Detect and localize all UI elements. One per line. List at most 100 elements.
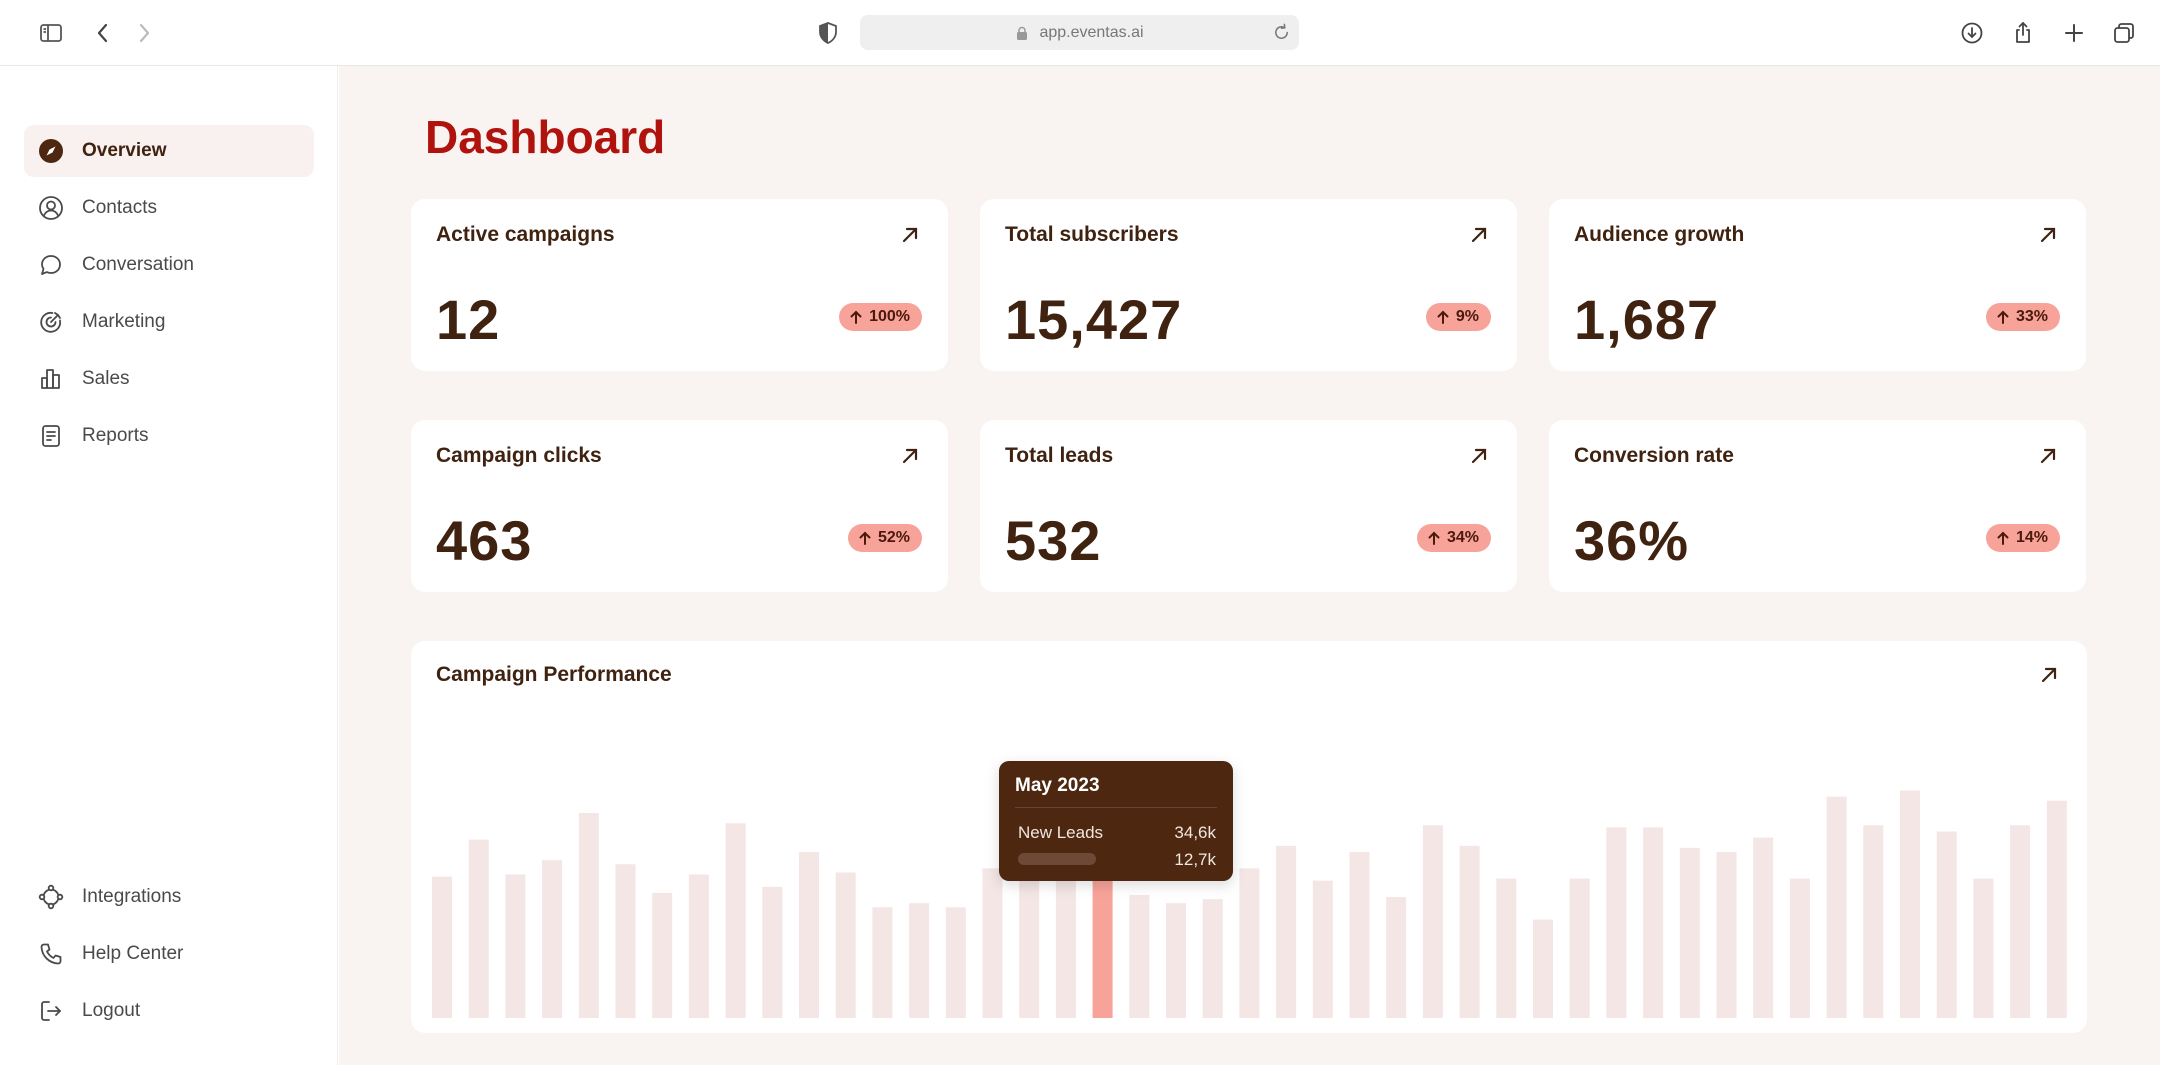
sidebar-item-overview[interactable]: Overview xyxy=(24,125,314,177)
change-value: 34% xyxy=(1446,529,1479,546)
campaign-performance-card: Campaign Performance JanFebMarAprMayJunJ… xyxy=(411,641,2087,1033)
stat-title: Active campaigns xyxy=(436,223,615,246)
chart-bar[interactable] xyxy=(1643,827,1664,1018)
stat-title: Total leads xyxy=(1005,444,1114,467)
sidebar-item-integrations[interactable]: Integrations xyxy=(24,871,314,923)
chart-bar[interactable] xyxy=(982,868,1003,1018)
stat-value: 15,427 xyxy=(1005,288,1183,351)
chart-bar[interactable] xyxy=(1533,919,1553,1018)
download-icon[interactable] xyxy=(1955,16,1989,50)
chart-bar[interactable] xyxy=(615,864,636,1018)
arrow-up-right-icon[interactable] xyxy=(2038,446,2058,466)
chart-bar[interactable] xyxy=(1679,847,1700,1018)
arrow-up-icon xyxy=(850,310,862,324)
chart-bar[interactable] xyxy=(762,886,783,1018)
chart-bar[interactable] xyxy=(2046,800,2067,1018)
back-icon[interactable] xyxy=(86,16,120,50)
chart-bar[interactable] xyxy=(505,874,526,1019)
chart-bar[interactable] xyxy=(1386,897,1407,1018)
change-badge: 52% xyxy=(847,524,922,552)
stat-card-total-subscribers[interactable]: Total subscribers 15,427 9% xyxy=(980,199,1517,371)
new-tab-icon[interactable] xyxy=(2057,16,2091,50)
chart-bar[interactable] xyxy=(1753,837,1774,1018)
change-badge: 14% xyxy=(1985,524,2060,552)
chart-tooltip: May 2023 New Leads 34,6k 12,7k xyxy=(999,761,1233,881)
chart-bar[interactable] xyxy=(945,907,966,1018)
chart-bar[interactable] xyxy=(1863,825,1884,1018)
chart-bar[interactable] xyxy=(1826,796,1847,1018)
chat-bubble-icon xyxy=(38,252,64,278)
chart-bar[interactable] xyxy=(1936,831,1957,1018)
arrow-up-right-icon[interactable] xyxy=(2039,665,2059,685)
chart-bar[interactable] xyxy=(1129,895,1150,1018)
tooltip-value-primary: 34,6k xyxy=(1174,823,1216,842)
sidebar-toggle-icon[interactable] xyxy=(34,16,68,50)
chart-bar[interactable] xyxy=(725,823,746,1018)
arrow-up-right-icon[interactable] xyxy=(1469,446,1489,466)
reload-icon[interactable] xyxy=(1272,23,1291,42)
chart-bar[interactable] xyxy=(432,876,452,1018)
lock-icon xyxy=(1017,26,1028,40)
chart-bar[interactable] xyxy=(1019,878,1040,1018)
chart-bar[interactable] xyxy=(1569,878,1590,1018)
sidebar-item-sales[interactable]: Sales xyxy=(24,353,314,405)
arrow-up-right-icon[interactable] xyxy=(900,225,920,245)
chart-bar[interactable] xyxy=(1312,880,1333,1018)
chart-bar[interactable] xyxy=(799,851,819,1018)
chart-bar[interactable] xyxy=(1276,845,1297,1018)
chart-bar[interactable] xyxy=(1789,878,1810,1018)
forward-icon[interactable] xyxy=(127,16,161,50)
change-value: 100% xyxy=(869,308,910,325)
chart-bar[interactable] xyxy=(468,839,489,1018)
address-bar[interactable]: app.eventas.ai xyxy=(860,15,1299,50)
chart-bar[interactable] xyxy=(1349,851,1370,1018)
sidebar-item-label: Reports xyxy=(82,425,149,446)
stat-card-audience-growth[interactable]: Audience growth 1,687 33% xyxy=(1549,199,2086,371)
chart-bar[interactable] xyxy=(1239,868,1260,1018)
tooltip-divider xyxy=(1015,807,1217,808)
chart-bar[interactable] xyxy=(1166,903,1186,1018)
chart-bar[interactable] xyxy=(542,860,563,1018)
arrow-up-right-icon[interactable] xyxy=(900,446,920,466)
chart-bar[interactable] xyxy=(835,872,856,1018)
sidebar-item-reports[interactable]: Reports xyxy=(24,410,314,462)
sidebar-item-conversation[interactable]: Conversation xyxy=(24,239,314,291)
stat-card-campaign-clicks[interactable]: Campaign clicks 463 52% xyxy=(411,420,948,592)
stat-card-total-leads[interactable]: Total leads 532 34% xyxy=(980,420,1517,592)
sidebar-item-contacts[interactable]: Contacts xyxy=(24,182,314,234)
chart-bar[interactable] xyxy=(1055,856,1076,1018)
tabs-overview-icon[interactable] xyxy=(2107,16,2141,50)
chart-bar[interactable] xyxy=(872,907,893,1018)
campaign-performance-chart[interactable]: JanFebMarAprMayJunJulAugSepOctNovDec xyxy=(411,641,2087,1033)
stat-value: 36% xyxy=(1574,509,1690,572)
chart-bar[interactable] xyxy=(1716,851,1737,1018)
arrow-up-right-icon[interactable] xyxy=(1469,225,1489,245)
arrow-up-icon xyxy=(1997,531,2009,545)
page-title: Dashboard xyxy=(425,111,666,163)
chart-bar[interactable] xyxy=(1606,827,1627,1018)
sidebar-item-help-center[interactable]: Help Center xyxy=(24,928,314,980)
compass-icon xyxy=(38,138,64,164)
chart-bar[interactable] xyxy=(1459,845,1480,1018)
sidebar-item-label: Integrations xyxy=(82,886,182,907)
chart-bar[interactable] xyxy=(1202,899,1223,1018)
stat-card-active-campaigns[interactable]: Active campaigns 12 100% xyxy=(411,199,948,371)
stat-card-conversion-rate[interactable]: Conversion rate 36% 14% xyxy=(1549,420,2086,592)
chart-bar[interactable] xyxy=(578,813,599,1018)
shield-icon[interactable] xyxy=(811,16,845,50)
chart-bar[interactable] xyxy=(1496,878,1517,1018)
arrow-up-icon xyxy=(859,531,871,545)
chart-bar[interactable] xyxy=(1422,825,1443,1018)
chart-bar[interactable] xyxy=(1900,790,1920,1018)
sidebar-item-marketing[interactable]: Marketing xyxy=(24,296,314,348)
arrow-up-right-icon[interactable] xyxy=(2038,225,2058,245)
chart-bar[interactable] xyxy=(652,892,673,1018)
url-text: app.eventas.ai xyxy=(1039,23,1144,41)
chart-bar[interactable] xyxy=(1973,878,1994,1018)
share-icon[interactable] xyxy=(2006,16,2040,50)
chart-bar[interactable] xyxy=(688,874,709,1019)
chart-bar[interactable] xyxy=(2010,825,2031,1018)
tooltip-label: New Leads xyxy=(1018,823,1104,842)
chart-bar[interactable] xyxy=(909,903,930,1018)
sidebar-item-logout[interactable]: Logout xyxy=(24,985,314,1037)
